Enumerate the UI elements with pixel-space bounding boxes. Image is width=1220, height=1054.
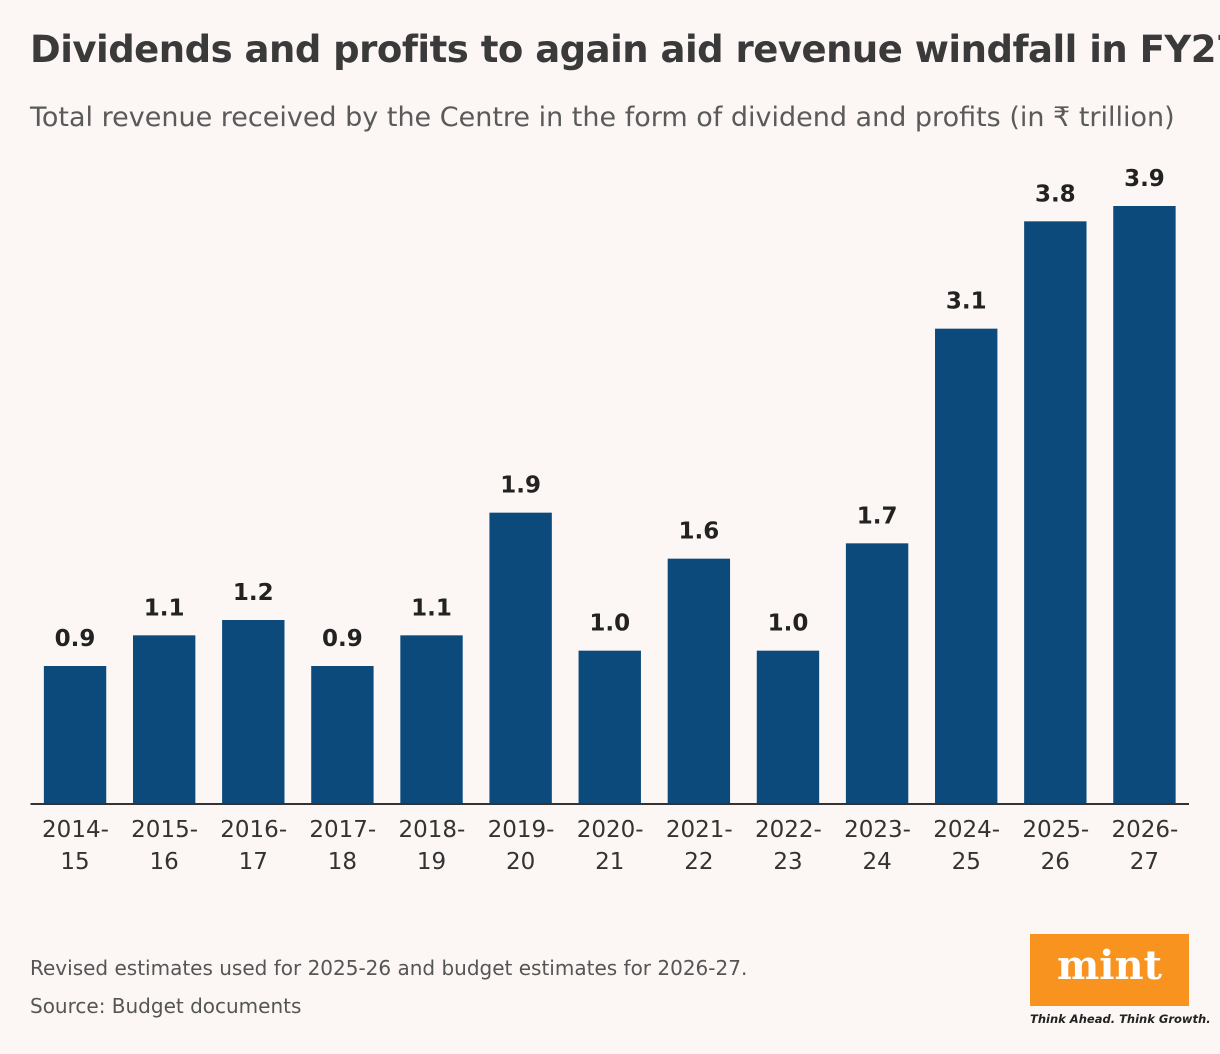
- x-tick-label: 2017-18: [309, 817, 377, 875]
- value-label: 3.9: [1124, 166, 1165, 192]
- x-tick-label: 2025-26: [1022, 817, 1090, 875]
- bar: [311, 666, 374, 804]
- value-label: 3.1: [946, 289, 987, 315]
- bar: [578, 650, 641, 804]
- logo: mint: [1030, 934, 1189, 1006]
- value-label: 1.9: [500, 473, 541, 499]
- bar: [489, 512, 552, 804]
- x-tick-label: 2021-22: [665, 817, 733, 875]
- x-tick-label: 2026-27: [1111, 817, 1179, 875]
- bar: [400, 635, 463, 804]
- value-label: 1.1: [144, 595, 185, 621]
- x-tick-label: 2019-20: [487, 817, 555, 875]
- footnote: Revised estimates used for 2025-26 and b…: [30, 956, 748, 980]
- bar: [132, 635, 196, 804]
- source: Source: Budget documents: [30, 994, 302, 1018]
- bar: [43, 666, 107, 804]
- chart-title: Dividends and profits to again aid reven…: [30, 28, 1220, 71]
- value-label: 0.9: [55, 626, 96, 652]
- logo-tagline: Think Ahead. Think Growth.: [1030, 1012, 1211, 1026]
- bar: [756, 650, 820, 804]
- value-label: 0.9: [322, 626, 363, 652]
- value-label: 1.7: [857, 503, 898, 529]
- x-tick-label: 2024-25: [933, 817, 1001, 875]
- value-label: 1.1: [411, 595, 452, 621]
- value-label: 1.0: [768, 611, 809, 637]
- bar: [1024, 221, 1087, 805]
- bar: [1113, 206, 1176, 804]
- bar: [222, 620, 285, 804]
- x-tick-label: 2016-17: [220, 817, 288, 875]
- x-tick-label: 2018-19: [398, 817, 466, 875]
- value-label: 1.2: [233, 580, 274, 606]
- x-tick-label: 2014-15: [42, 817, 109, 875]
- x-tick-label: 2015-16: [131, 817, 199, 875]
- bar: [667, 558, 731, 804]
- value-label: 3.8: [1035, 181, 1076, 207]
- bar: [845, 543, 909, 804]
- x-tick-label: 2022-23: [754, 817, 822, 875]
- value-label: 1.6: [678, 519, 719, 545]
- value-label: 1.0: [589, 611, 630, 637]
- bar: [935, 328, 998, 804]
- x-tick-label: 2023-24: [844, 817, 911, 875]
- chart-subtitle: Total revenue received by the Centre in …: [30, 102, 1175, 133]
- x-tick-label: 2020-21: [576, 817, 644, 875]
